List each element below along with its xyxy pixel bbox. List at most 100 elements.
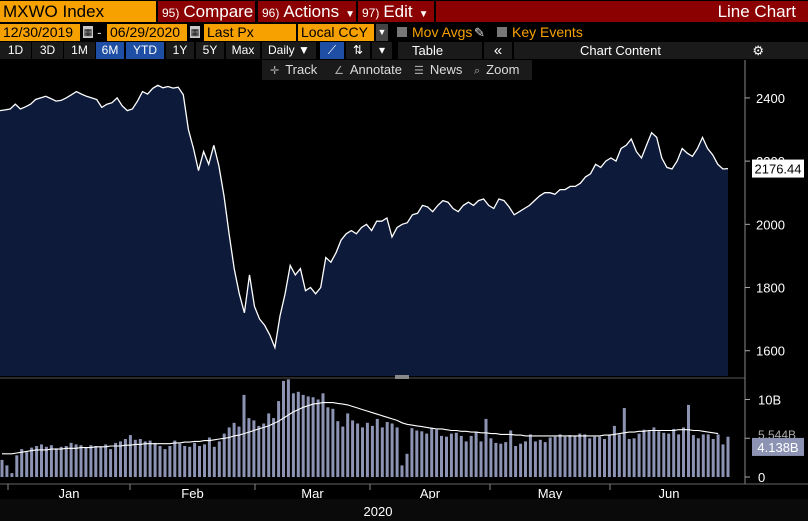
volume-bar: [420, 431, 424, 477]
annotate-tool[interactable]: ∠ Annotate: [334, 60, 402, 80]
volume-bar: [20, 449, 24, 477]
period-button-5y[interactable]: 5Y: [196, 42, 224, 59]
year-label: 2020: [364, 504, 393, 519]
period-button-max[interactable]: Max: [226, 42, 260, 59]
volume-bar: [54, 448, 58, 477]
volume-bar: [316, 399, 320, 477]
calendar-icon[interactable]: ▦: [83, 26, 93, 38]
volume-bar: [321, 393, 325, 477]
start-date-field[interactable]: 12/30/2019: [0, 24, 80, 41]
volume-bar: [385, 422, 389, 477]
security-ticker-field[interactable]: MXWO Index: [0, 1, 156, 22]
volume-bar: [163, 449, 167, 477]
zoom-tool[interactable]: ⌕ Zoom: [474, 60, 519, 80]
edit-button[interactable]: 97) Edit ▼: [358, 1, 434, 22]
volume-bar: [336, 421, 340, 477]
volume-bar: [672, 428, 676, 477]
volume-bar: [677, 434, 681, 477]
mov-avgs-label: Mov Avgs: [412, 24, 473, 40]
volume-bar: [252, 420, 256, 477]
month-label: Jan: [59, 486, 80, 501]
frequency-select[interactable]: Daily ▼: [262, 42, 316, 59]
gear-icon[interactable]: ⚙: [752, 43, 764, 58]
month-label: Feb: [181, 486, 203, 501]
volume-bar: [632, 438, 636, 478]
volume-bar: [257, 425, 261, 477]
volume-bar: [410, 428, 414, 477]
volume-bar: [212, 446, 216, 477]
volume-bar: [612, 425, 616, 477]
volume-bar: [153, 442, 157, 477]
period-button-1y[interactable]: 1Y: [166, 42, 194, 59]
volume-bar: [637, 433, 641, 477]
volume-bar: [563, 436, 567, 477]
key-events-checkbox[interactable]: [497, 27, 507, 37]
price-y-axis: 160018002000220024002176.44: [745, 91, 804, 359]
period-button-1d[interactable]: 1D: [0, 42, 31, 59]
volume-bar: [642, 429, 646, 477]
compare-button[interactable]: 95) Compare: [158, 1, 255, 22]
volume-bar: [64, 446, 68, 477]
news-tool[interactable]: ☰ News: [414, 60, 462, 80]
line-chart-icon[interactable]: ⟋: [320, 42, 344, 59]
volume-bar: [74, 444, 78, 477]
chart-content-label[interactable]: Chart Content: [580, 43, 661, 58]
chart-type-title: Line Chart: [717, 2, 796, 21]
currency-select[interactable]: Local CCY: [298, 24, 374, 41]
volume-bar: [291, 393, 295, 477]
volume-bar: [543, 442, 547, 477]
mov-avgs-checkbox[interactable]: [397, 27, 407, 37]
volume-bar: [109, 449, 113, 477]
period-button-3d[interactable]: 3D: [32, 42, 63, 59]
crosshair-icon: ✛: [270, 65, 280, 77]
calendar-icon[interactable]: ▦: [190, 26, 200, 38]
panel-resize-handle[interactable]: [395, 375, 409, 379]
chart-type-title-bar: Line Chart: [436, 1, 808, 22]
volume-bar: [706, 434, 710, 477]
period-button-1m[interactable]: 1M: [64, 42, 95, 59]
volume-panel: [0, 379, 730, 478]
volume-bar: [5, 465, 9, 477]
volume-bar: [548, 437, 552, 477]
volume-bar: [568, 435, 572, 477]
price-area-fill: [0, 85, 728, 377]
annotate-label: Annotate: [349, 62, 402, 77]
volume-bar: [425, 433, 429, 477]
table-button[interactable]: Table: [398, 42, 482, 59]
volume-bar: [15, 455, 19, 477]
edit-label: Edit: [383, 2, 413, 21]
chevron-down-icon[interactable]: ▼: [376, 24, 388, 41]
actions-number: 96): [262, 6, 280, 20]
news-label: News: [429, 62, 463, 77]
volume-bar: [533, 441, 537, 477]
volume-bar: [44, 446, 48, 477]
volume-bar: [237, 426, 241, 477]
period-button-ytd[interactable]: YTD: [126, 42, 164, 59]
track-tool[interactable]: ✛ Track: [270, 60, 317, 80]
volume-bar: [578, 433, 582, 477]
actions-button[interactable]: 96) Actions ▼: [258, 1, 356, 22]
bar-style-icon[interactable]: ⇅: [346, 42, 370, 59]
volume-bar: [79, 445, 83, 477]
volume-bar: [25, 452, 29, 477]
volume-bar: [158, 446, 162, 477]
volume-bar: [207, 437, 211, 477]
price-tick-label: 1800: [756, 281, 785, 296]
volume-bar: [667, 433, 671, 477]
end-date-field[interactable]: 06/29/2020: [107, 24, 187, 41]
volume-bar: [528, 434, 532, 477]
volume-bar: [464, 441, 468, 477]
volume-bar: [0, 459, 4, 477]
pencil-icon[interactable]: ✎: [474, 25, 485, 40]
period-button-6m[interactable]: 6M: [96, 42, 124, 59]
chevron-down-icon[interactable]: ▾: [372, 42, 392, 59]
volume-bar: [607, 434, 611, 477]
volume-bar: [30, 447, 34, 477]
volume-bar: [583, 434, 587, 477]
collapse-icon[interactable]: «: [484, 42, 512, 59]
volume-bar: [94, 446, 98, 477]
price-field-select[interactable]: Last Px: [204, 24, 296, 41]
volume-bar: [183, 446, 187, 477]
volume-bar: [469, 435, 473, 477]
